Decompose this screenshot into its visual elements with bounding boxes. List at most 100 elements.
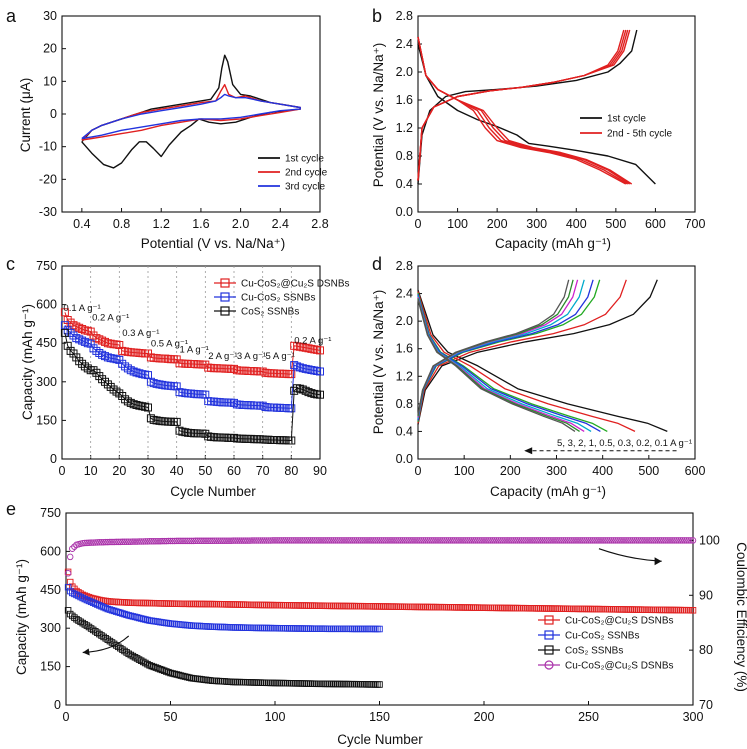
e-series-2-point <box>115 608 122 616</box>
b-xtick-label: 100 <box>447 217 468 231</box>
e-series-3-point <box>334 680 341 688</box>
c-series-2-point <box>258 401 267 410</box>
e-series-4-point <box>487 537 494 544</box>
c-series-3-point <box>106 382 115 391</box>
b-ytick-label: 1.2 <box>396 121 413 135</box>
e-series-1-point <box>578 605 586 613</box>
e-series-4-point <box>173 537 181 545</box>
c-series-2-point <box>109 354 118 363</box>
c-series-3-point <box>129 400 138 409</box>
e-series-4-point <box>551 537 559 544</box>
e-series-4-point <box>652 537 659 544</box>
e-series-2-point <box>321 625 329 632</box>
c-series-3-point <box>172 417 181 426</box>
c-series-2-point <box>298 364 307 373</box>
e-series-1-point <box>662 606 670 614</box>
a-ytick-label: 0 <box>50 107 57 121</box>
e-series-1-point <box>512 604 519 612</box>
e-series-4-point <box>186 537 193 545</box>
e-series-1-point <box>480 604 488 611</box>
e-series-2-point <box>292 625 300 632</box>
e-series-1-point <box>278 601 285 609</box>
e-series-4-point <box>87 539 95 546</box>
e-series-4-point <box>587 537 594 544</box>
c-series-1-point <box>63 316 72 324</box>
e-series-1-point <box>246 601 254 609</box>
e-series-1-point <box>650 606 657 614</box>
e-series-4-point <box>418 537 425 544</box>
e-series-1-point <box>188 600 195 608</box>
e-legend-marker <box>544 615 554 625</box>
e-series-1-point <box>637 606 645 613</box>
e-ytick-label: 750 <box>40 506 61 520</box>
e-series-4-point <box>390 537 398 544</box>
c-series-1-point <box>75 323 84 332</box>
b-series-2-curve <box>417 36 633 185</box>
e-series-1-point <box>597 605 605 613</box>
e-series-3-point <box>227 678 235 686</box>
e-y2label: Coulombic Efficiency (%) <box>734 542 747 692</box>
e-series-2-point <box>142 616 149 623</box>
e-series-4-point <box>336 537 344 544</box>
e-series-4-point <box>213 537 220 544</box>
e-series-4-point <box>148 538 155 545</box>
e-series-1-point <box>77 590 84 597</box>
e-series-1-point <box>551 605 559 612</box>
e-series-3-point <box>326 680 333 688</box>
a-legend-label: 3rd cycle <box>285 182 325 193</box>
e-series-1-point <box>591 605 599 613</box>
e-series-2-point <box>219 623 226 631</box>
e-series-4-point <box>171 537 178 545</box>
e-series-1-point <box>395 603 402 610</box>
e-series-1-point <box>305 602 312 609</box>
e-series-2-point <box>282 625 289 632</box>
c-xtick-label: 20 <box>112 464 126 478</box>
e-series-1-point <box>290 602 298 609</box>
e-series-1-point <box>530 605 538 612</box>
e-series-3-point <box>275 679 283 687</box>
e-series-4-point <box>445 537 452 544</box>
e-series-1-point <box>171 600 178 607</box>
e-series-3-point <box>140 658 147 666</box>
e-series-2-point <box>229 624 237 631</box>
e-series-1-point <box>369 603 377 610</box>
e-series-4-point <box>160 537 168 545</box>
e-series-2-point <box>77 593 84 601</box>
e-series-1-point <box>257 601 264 609</box>
e-series-1-point <box>66 578 74 586</box>
e-series-4-point <box>294 537 302 544</box>
e-series-4-point <box>290 537 298 544</box>
e-series-1-point <box>390 603 398 610</box>
e-series-4-point <box>146 538 153 545</box>
e-series-4-point <box>319 537 327 544</box>
e-series-3-point <box>221 678 229 685</box>
e-xtick-label: 200 <box>474 710 495 724</box>
e-series-1-point <box>217 601 224 608</box>
e-series-4-point <box>83 539 91 547</box>
e-series-2-point <box>369 625 377 633</box>
e-series-4-point <box>169 537 176 545</box>
e-series-2-point <box>344 625 352 633</box>
d-rate-annotation: 5, 3, 2, 1, 0.5, 0.3, 0.2, 0.1 A g⁻¹ <box>557 438 692 449</box>
d-xtick-label: 300 <box>546 464 567 478</box>
e-series-4-point <box>476 537 484 544</box>
e-series-4-point <box>468 537 475 544</box>
e-series-3-point <box>346 680 354 688</box>
c-series-2-point <box>135 369 144 378</box>
e-series-2-point <box>296 625 304 632</box>
e-series-3-point <box>229 678 237 686</box>
e-series-4-point <box>415 537 423 544</box>
e-series-4-point <box>664 537 672 544</box>
e-series-2-point <box>349 625 356 633</box>
e-series-1-point <box>359 602 367 610</box>
c-legend-marker <box>220 292 230 302</box>
e-series-4-point <box>119 538 126 546</box>
e-series-1-point <box>670 606 678 614</box>
e-series-1-point <box>288 602 295 609</box>
e-series-1-point <box>261 601 268 609</box>
c-series-2-point <box>86 339 95 348</box>
c-series-1-point <box>95 335 104 344</box>
e-series-1-point <box>608 606 615 613</box>
e-y2tick-label: 90 <box>699 588 713 602</box>
